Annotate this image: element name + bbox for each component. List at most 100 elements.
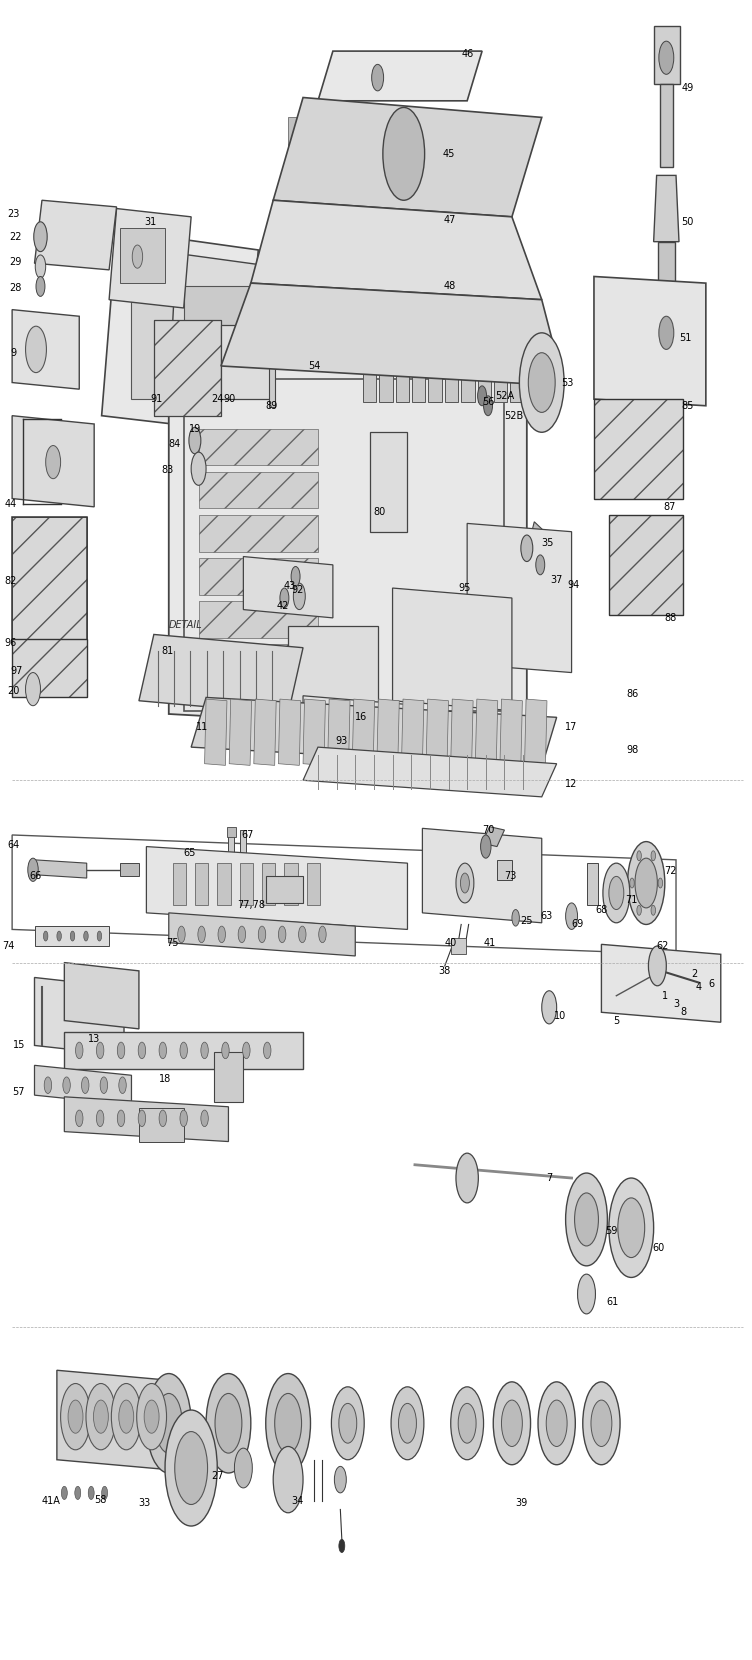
Bar <box>307 863 320 905</box>
Text: 9: 9 <box>11 347 17 357</box>
Text: 73: 73 <box>505 872 517 881</box>
Bar <box>658 242 675 300</box>
Text: 19: 19 <box>189 423 201 433</box>
Bar <box>240 863 253 905</box>
Circle shape <box>238 926 246 943</box>
Circle shape <box>493 1381 531 1464</box>
Text: 43: 43 <box>284 581 296 591</box>
Text: 67: 67 <box>241 830 253 840</box>
Bar <box>609 515 684 614</box>
Circle shape <box>575 1194 599 1247</box>
Circle shape <box>35 256 46 279</box>
Text: 16: 16 <box>355 712 367 722</box>
Circle shape <box>512 910 520 926</box>
Circle shape <box>138 1042 146 1059</box>
Text: 59: 59 <box>605 1227 617 1237</box>
Circle shape <box>659 42 674 75</box>
Polygon shape <box>251 201 541 300</box>
Bar <box>199 515 318 551</box>
Circle shape <box>399 1403 417 1443</box>
Text: 24: 24 <box>211 393 223 403</box>
Bar <box>199 428 318 465</box>
Polygon shape <box>377 699 399 765</box>
Text: 39: 39 <box>515 1497 528 1507</box>
Bar <box>183 378 505 710</box>
Bar <box>240 830 246 867</box>
Circle shape <box>319 926 326 943</box>
Text: 89: 89 <box>265 400 277 410</box>
Circle shape <box>180 1042 187 1059</box>
Polygon shape <box>402 699 424 765</box>
Text: 22: 22 <box>10 232 22 242</box>
Circle shape <box>383 108 425 201</box>
Circle shape <box>189 427 201 453</box>
Text: 42: 42 <box>277 601 289 611</box>
Circle shape <box>201 1042 208 1059</box>
Circle shape <box>180 1111 187 1127</box>
Circle shape <box>535 554 544 574</box>
Polygon shape <box>461 340 475 402</box>
Circle shape <box>502 1399 523 1446</box>
Polygon shape <box>191 697 556 767</box>
Polygon shape <box>303 696 423 744</box>
Text: 6: 6 <box>708 979 715 989</box>
Circle shape <box>174 1431 208 1504</box>
Circle shape <box>36 277 45 297</box>
Circle shape <box>44 1077 52 1094</box>
Bar <box>647 300 685 365</box>
Circle shape <box>215 1393 242 1452</box>
Text: 94: 94 <box>567 579 579 589</box>
Circle shape <box>332 1386 364 1459</box>
Circle shape <box>57 931 62 941</box>
Polygon shape <box>393 588 512 710</box>
Text: 1: 1 <box>662 991 668 1001</box>
Circle shape <box>635 858 657 908</box>
Text: 10: 10 <box>554 1011 566 1021</box>
Text: 61: 61 <box>606 1298 619 1308</box>
Bar <box>423 126 512 209</box>
Circle shape <box>61 1383 90 1449</box>
Text: 82: 82 <box>5 576 17 586</box>
Text: 2: 2 <box>692 969 698 979</box>
Text: 69: 69 <box>572 920 584 930</box>
Polygon shape <box>139 634 303 714</box>
Bar <box>497 860 512 880</box>
Polygon shape <box>478 340 491 402</box>
Polygon shape <box>254 699 276 765</box>
Polygon shape <box>65 1097 229 1142</box>
Text: 91: 91 <box>150 393 163 403</box>
Polygon shape <box>467 523 572 672</box>
Bar <box>227 827 236 837</box>
Circle shape <box>83 931 88 941</box>
Text: 53: 53 <box>562 377 574 387</box>
Text: 86: 86 <box>626 689 639 699</box>
Text: 7: 7 <box>546 1174 552 1184</box>
Polygon shape <box>12 310 79 388</box>
Text: 57: 57 <box>12 1087 24 1097</box>
Circle shape <box>206 1373 251 1472</box>
Polygon shape <box>35 978 124 1056</box>
Polygon shape <box>278 699 301 765</box>
Text: 48: 48 <box>444 282 456 292</box>
Circle shape <box>299 926 306 943</box>
Circle shape <box>137 1383 166 1449</box>
Circle shape <box>659 317 674 349</box>
Bar <box>35 926 109 946</box>
Circle shape <box>456 863 474 903</box>
Polygon shape <box>450 699 473 765</box>
Circle shape <box>119 1399 134 1433</box>
Circle shape <box>46 445 61 478</box>
Text: 54: 54 <box>308 360 320 370</box>
Circle shape <box>273 1446 303 1512</box>
Bar <box>120 863 139 876</box>
Bar <box>341 56 400 98</box>
Circle shape <box>293 583 305 609</box>
Circle shape <box>86 1383 116 1449</box>
Text: 63: 63 <box>540 911 553 921</box>
Text: 72: 72 <box>664 867 676 876</box>
Text: 13: 13 <box>88 1034 100 1044</box>
Text: 88: 88 <box>664 613 676 622</box>
Circle shape <box>156 1393 182 1452</box>
Text: 33: 33 <box>139 1497 151 1507</box>
Circle shape <box>478 385 487 405</box>
